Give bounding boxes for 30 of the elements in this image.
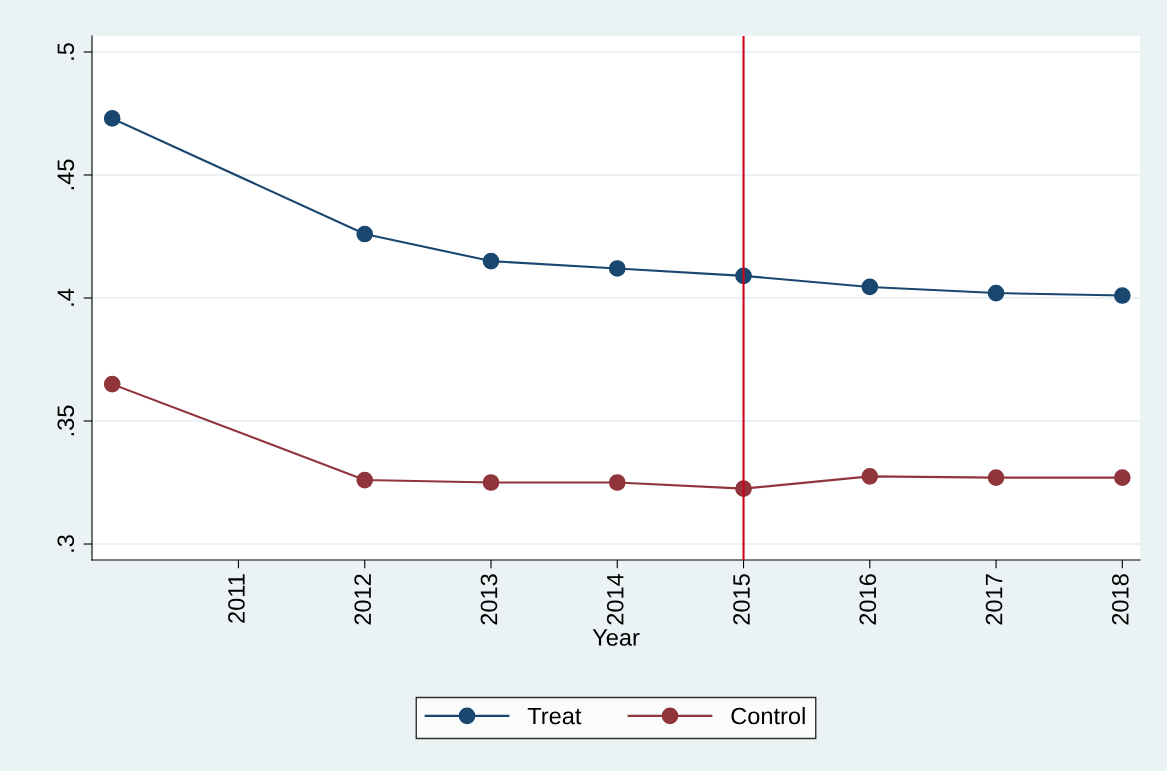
- y-tick-label: .4: [57, 288, 74, 306]
- y-tick-label: .3: [57, 535, 75, 552]
- y-tick-label: .35: [57, 405, 75, 436]
- x-tick-label: 2011: [228, 574, 245, 623]
- y-tick-label: .45: [57, 159, 75, 190]
- point: [103, 375, 121, 393]
- point: [608, 260, 626, 277]
- point: [356, 471, 374, 489]
- x-tick-label: 2014: [606, 573, 624, 625]
- point: [608, 474, 626, 491]
- y-tick-label: .5: [57, 43, 75, 60]
- legend-label: Treat: [527, 707, 582, 725]
- legend-label: Control: [731, 707, 805, 725]
- x-tick-label: 2017: [985, 574, 1003, 625]
- point: [987, 284, 1005, 302]
- point: [861, 278, 879, 296]
- x-tick-label: 2016: [859, 574, 877, 625]
- x-axis-title: Year: [592, 629, 640, 646]
- point: [987, 469, 1005, 486]
- point: [482, 474, 500, 491]
- x-tick-label: 2015: [733, 574, 750, 625]
- point: [482, 252, 500, 270]
- x-tick-label: 2013: [480, 574, 498, 625]
- point: [356, 225, 374, 243]
- x-tick-label: 2018: [1111, 574, 1129, 625]
- point: [103, 110, 121, 127]
- point: [1113, 287, 1131, 304]
- x-tick-label: 2012: [354, 574, 372, 625]
- point: [1113, 469, 1131, 486]
- point: [861, 468, 879, 485]
